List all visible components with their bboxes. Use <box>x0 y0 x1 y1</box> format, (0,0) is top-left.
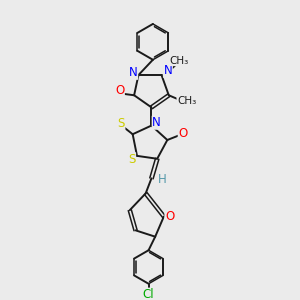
Text: O: O <box>115 84 124 97</box>
Text: Cl: Cl <box>143 288 154 300</box>
Text: O: O <box>165 210 174 223</box>
Text: N: N <box>129 66 138 79</box>
Text: S: S <box>117 117 125 130</box>
Text: N: N <box>152 116 161 129</box>
Text: CH₃: CH₃ <box>177 96 196 106</box>
Text: H: H <box>158 173 167 186</box>
Text: N: N <box>164 64 172 77</box>
Text: CH₃: CH₃ <box>170 56 189 66</box>
Text: S: S <box>128 153 136 166</box>
Text: O: O <box>178 127 188 140</box>
